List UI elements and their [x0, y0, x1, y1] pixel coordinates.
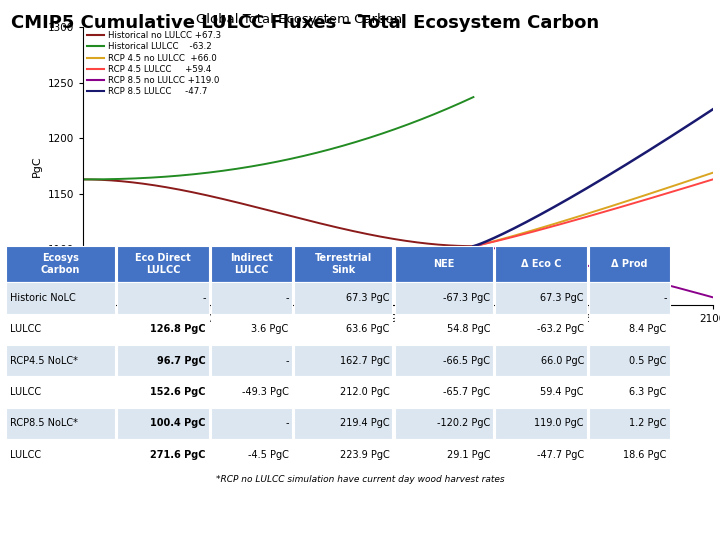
Text: -: -	[202, 293, 206, 303]
Text: 212.0 PgC: 212.0 PgC	[340, 387, 390, 397]
Text: 67.3 PgC: 67.3 PgC	[541, 293, 584, 303]
Text: 18.6 PgC: 18.6 PgC	[624, 450, 667, 460]
Text: 6.3 PgC: 6.3 PgC	[629, 387, 667, 397]
Text: 3.6 PgC: 3.6 PgC	[251, 325, 289, 334]
Text: RCP8.5 NoLC*: RCP8.5 NoLC*	[10, 418, 78, 428]
Text: *RCP no LULCC simulation have current day wood harvest rates: *RCP no LULCC simulation have current da…	[216, 475, 504, 484]
Text: 54.8 PgC: 54.8 PgC	[447, 325, 490, 334]
Text: 63.6 PgC: 63.6 PgC	[346, 325, 390, 334]
Text: -: -	[285, 418, 289, 428]
Text: 96.7 PgC: 96.7 PgC	[157, 356, 206, 366]
Text: NEE: NEE	[433, 259, 454, 269]
Text: -65.7 PgC: -65.7 PgC	[444, 387, 490, 397]
Text: 100.4 PgC: 100.4 PgC	[150, 418, 206, 428]
Text: -: -	[663, 293, 667, 303]
Text: Historic NoLC: Historic NoLC	[10, 293, 76, 303]
Text: LULCC: LULCC	[10, 325, 41, 334]
Text: 152.6 PgC: 152.6 PgC	[150, 387, 206, 397]
Text: LULCC: LULCC	[10, 450, 41, 460]
Y-axis label: PgC: PgC	[32, 155, 42, 177]
Text: 162.7 PgC: 162.7 PgC	[340, 356, 390, 366]
Text: Δ Eco C: Δ Eco C	[521, 259, 562, 269]
Text: 219.4 PgC: 219.4 PgC	[340, 418, 390, 428]
Text: -66.5 PgC: -66.5 PgC	[444, 356, 490, 366]
Text: -: -	[285, 356, 289, 366]
Text: 271.6 PgC: 271.6 PgC	[150, 450, 206, 460]
Text: LULCC: LULCC	[10, 387, 41, 397]
Text: Ecosys
Carbon: Ecosys Carbon	[41, 253, 80, 275]
Text: Δ Prod: Δ Prod	[611, 259, 647, 269]
Text: 8.4 PgC: 8.4 PgC	[629, 325, 667, 334]
Text: 0.5 PgC: 0.5 PgC	[629, 356, 667, 366]
Text: Global Total Ecosystem Carbon: Global Total Ecosystem Carbon	[196, 13, 402, 26]
Text: Eco Direct
LULCC: Eco Direct LULCC	[135, 253, 191, 275]
Text: 119.0 PgC: 119.0 PgC	[534, 418, 584, 428]
Text: -120.2 PgC: -120.2 PgC	[437, 418, 490, 428]
Text: 1.2 PgC: 1.2 PgC	[629, 418, 667, 428]
Text: 223.9 PgC: 223.9 PgC	[340, 450, 390, 460]
Text: -47.7 PgC: -47.7 PgC	[537, 450, 584, 460]
Text: 29.1 PgC: 29.1 PgC	[447, 450, 490, 460]
Text: CMIP5 Cumulative LULCC Fluxes – Total Ecosystem Carbon: CMIP5 Cumulative LULCC Fluxes – Total Ec…	[11, 14, 599, 31]
Text: 67.3 PgC: 67.3 PgC	[346, 293, 390, 303]
Legend: Historical no LULCC +67.3, Historical LULCC    -63.2, RCP 4.5 no LULCC  +66.0, R: Historical no LULCC +67.3, Historical LU…	[86, 30, 222, 98]
Text: -4.5 PgC: -4.5 PgC	[248, 450, 289, 460]
Text: -63.2 PgC: -63.2 PgC	[537, 325, 584, 334]
Text: Indirect
LULCC: Indirect LULCC	[230, 253, 273, 275]
Text: 59.4 PgC: 59.4 PgC	[541, 387, 584, 397]
Text: -49.3 PgC: -49.3 PgC	[242, 387, 289, 397]
Text: -67.3 PgC: -67.3 PgC	[444, 293, 490, 303]
Text: 66.0 PgC: 66.0 PgC	[541, 356, 584, 366]
Text: 126.8 PgC: 126.8 PgC	[150, 325, 206, 334]
Text: RCP4.5 NoLC*: RCP4.5 NoLC*	[10, 356, 78, 366]
Text: Terrestrial
Sink: Terrestrial Sink	[315, 253, 372, 275]
Text: -: -	[285, 293, 289, 303]
